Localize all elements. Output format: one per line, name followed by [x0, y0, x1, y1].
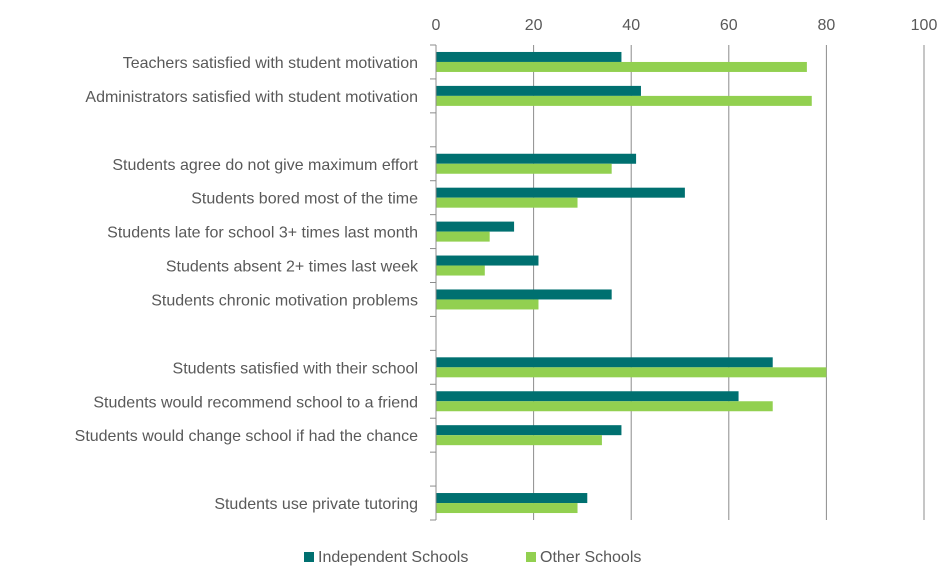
category-label: Students would recommend school to a fri… — [93, 394, 418, 411]
category-label: Students would change school if had the … — [75, 428, 418, 445]
bar-other-3 — [436, 163, 612, 174]
category-label: Students chronic motivation problems — [151, 292, 418, 309]
bar-independent-4 — [436, 187, 685, 198]
bar-other-10 — [436, 401, 773, 412]
category-label: Students late for school 3+ times last m… — [107, 225, 418, 242]
category-label: Students use private tutoring — [214, 496, 418, 513]
bar-other-6 — [436, 265, 485, 276]
x-tick-label: 40 — [622, 17, 640, 34]
x-tick-label: 60 — [720, 17, 738, 34]
gridlines — [533, 45, 925, 520]
x-tick-label: 0 — [432, 17, 441, 34]
bar-independent-9 — [436, 357, 773, 368]
bar-independent-3 — [436, 153, 637, 164]
category-label: Students bored most of the time — [191, 191, 418, 208]
bar-other-1 — [436, 95, 812, 106]
legend-label-independent: Independent Schools — [318, 549, 468, 566]
value-axis-ticks: 0 20 40 60 80 100 — [432, 17, 938, 34]
bar-independent-1 — [436, 85, 641, 96]
x-tick-label: 80 — [818, 17, 836, 34]
category-label: Students agree do not give maximum effor… — [112, 157, 418, 174]
bar-other-0 — [436, 61, 807, 72]
category-axis — [430, 44, 437, 521]
bar-other-4 — [436, 197, 578, 208]
category-label: Administrators satisfied with student mo… — [85, 89, 418, 106]
bar-independent-10 — [436, 391, 739, 402]
legend-swatch-independent — [304, 552, 314, 562]
category-label: Students satisfied with their school — [173, 360, 418, 377]
legend: Independent Schools Other Schools — [304, 549, 641, 566]
x-tick-label: 20 — [525, 17, 543, 34]
bar-independent-7 — [436, 289, 612, 300]
category-label: Students absent 2+ times last week — [166, 259, 419, 276]
bar-independent-5 — [436, 221, 515, 232]
legend-swatch-other — [526, 552, 536, 562]
category-label: Teachers satisfied with student motivati… — [123, 55, 418, 72]
bar-other-11 — [436, 435, 602, 446]
bar-other-13 — [436, 503, 578, 514]
bar-independent-11 — [436, 425, 622, 436]
x-tick-label: 100 — [911, 17, 938, 34]
bar-other-7 — [436, 299, 539, 310]
legend-label-other: Other Schools — [540, 549, 641, 566]
category-labels: Teachers satisfied with student motivati… — [75, 55, 419, 513]
bar-other-9 — [436, 367, 827, 378]
bars — [436, 51, 827, 514]
bar-independent-13 — [436, 493, 588, 504]
bar-other-5 — [436, 231, 490, 242]
bar-independent-6 — [436, 255, 539, 266]
bar-independent-0 — [436, 51, 622, 62]
